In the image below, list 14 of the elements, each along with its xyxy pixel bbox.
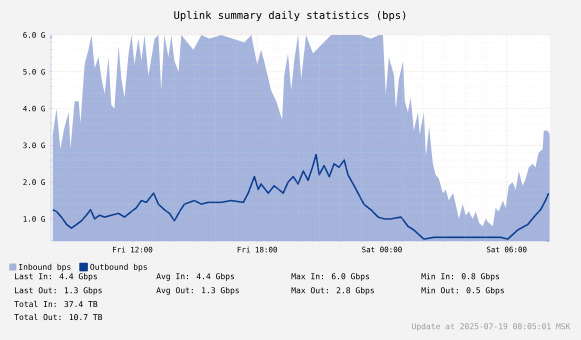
legend-label: Inbound bps [19,264,70,272]
text: Min In: 0.8 Gbps [422,273,500,281]
text: Last Out: 1.3 Gbps [15,287,102,295]
chart-title: Uplink summary daily statistics (bps) [174,10,406,22]
text: Max In: 6.0 Gbps [292,273,370,281]
text: Avg Out: 1.3 Gbps [156,287,239,295]
text: Update at 2025-07-19 08:05:01 MSK [412,323,570,331]
text: Avg In: 4.4 Gbps [156,273,234,281]
text: Min Out: 0.5 Gbps [422,287,504,295]
text: Total In: 37.4 TB [14,300,98,308]
legend-label: Outbound bps [90,264,147,272]
text: Max Out: 2.8 Gbps [292,287,374,295]
text: Total Out: 10.7 TB [14,314,102,320]
text: Last In: 4.4 Gbps [15,273,97,281]
